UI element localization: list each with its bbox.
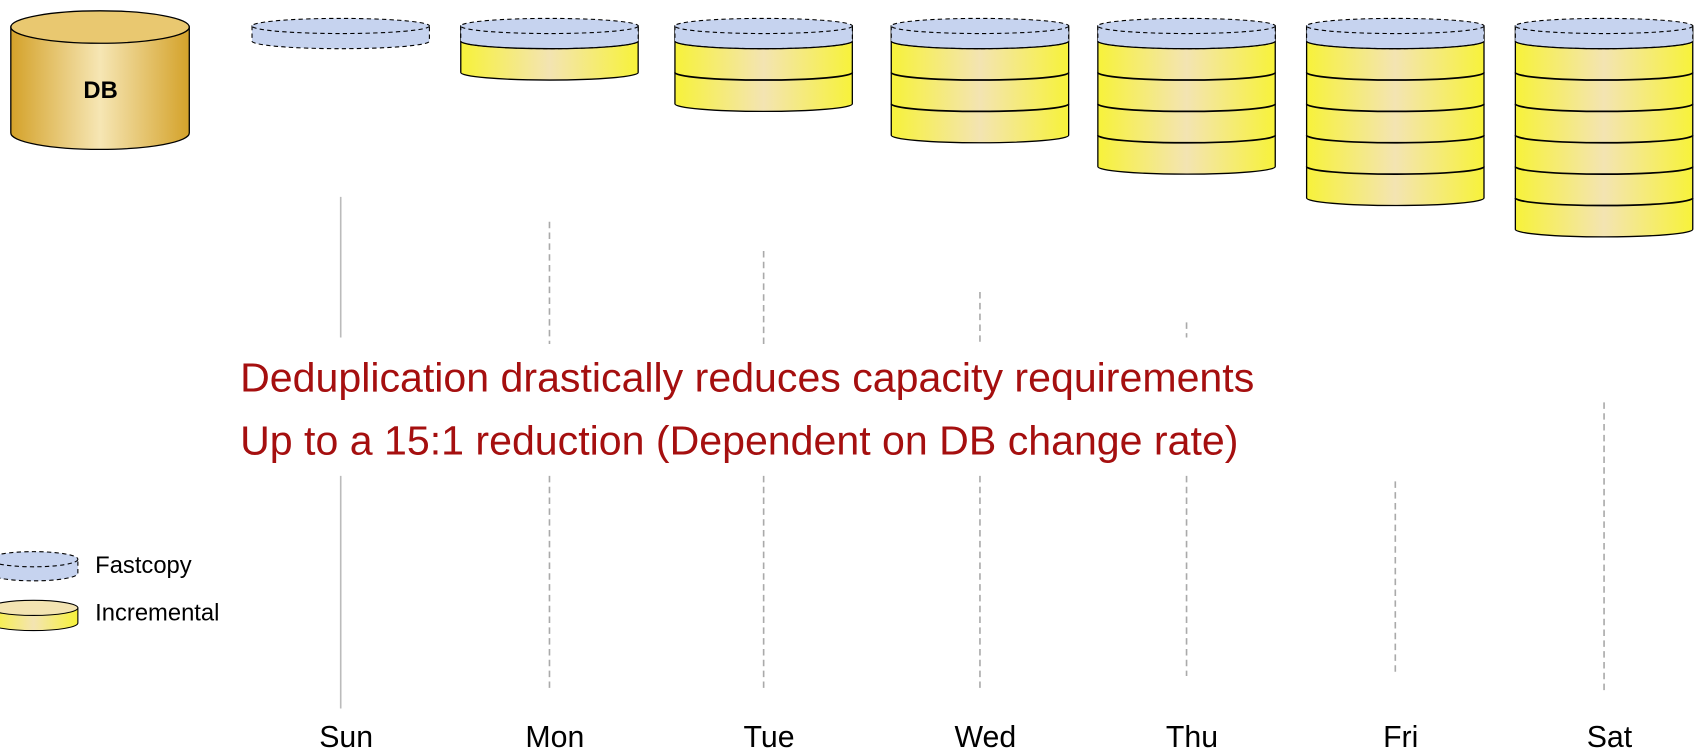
backup-stack <box>891 18 1068 142</box>
legend-label: Fastcopy <box>95 552 192 579</box>
db-cylinder: DB <box>11 11 189 150</box>
fastcopy-top <box>675 18 852 33</box>
db-label: DB <box>83 77 117 104</box>
backup-stack <box>1098 18 1275 174</box>
backup-stack <box>252 18 429 48</box>
day-label: Mon <box>525 721 584 754</box>
day-label: Wed <box>955 721 1017 754</box>
fastcopy-top <box>891 18 1068 33</box>
fastcopy-top <box>461 18 638 33</box>
diagram: DB Deduplication drastically reduces cap… <box>0 0 1696 755</box>
fastcopy-top <box>1515 18 1692 33</box>
day-label: Tue <box>744 721 795 754</box>
bullet: Deduplication drastically reduces capaci… <box>240 355 1254 401</box>
fastcopy-top <box>1098 18 1275 33</box>
day-label: Sat <box>1587 721 1633 754</box>
backup-stack <box>1307 18 1484 205</box>
day-label: Thu <box>1166 721 1218 754</box>
bullet: Up to a 15:1 reduction (Dependent on DB … <box>240 417 1238 463</box>
fastcopy-top <box>252 18 429 33</box>
backup-stack <box>675 18 852 111</box>
page: DB Deduplication drastically reduces cap… <box>0 0 1696 755</box>
day-label: Sun <box>319 721 373 754</box>
incremental-body <box>1307 26 1484 206</box>
backup-stack <box>461 18 638 80</box>
fastcopy-top <box>1307 18 1484 33</box>
legend: Fastcopy Incremental <box>0 552 219 631</box>
day-label: Fri <box>1383 721 1418 754</box>
backup-stack <box>1515 18 1692 236</box>
legend-label: Incremental <box>95 600 219 627</box>
